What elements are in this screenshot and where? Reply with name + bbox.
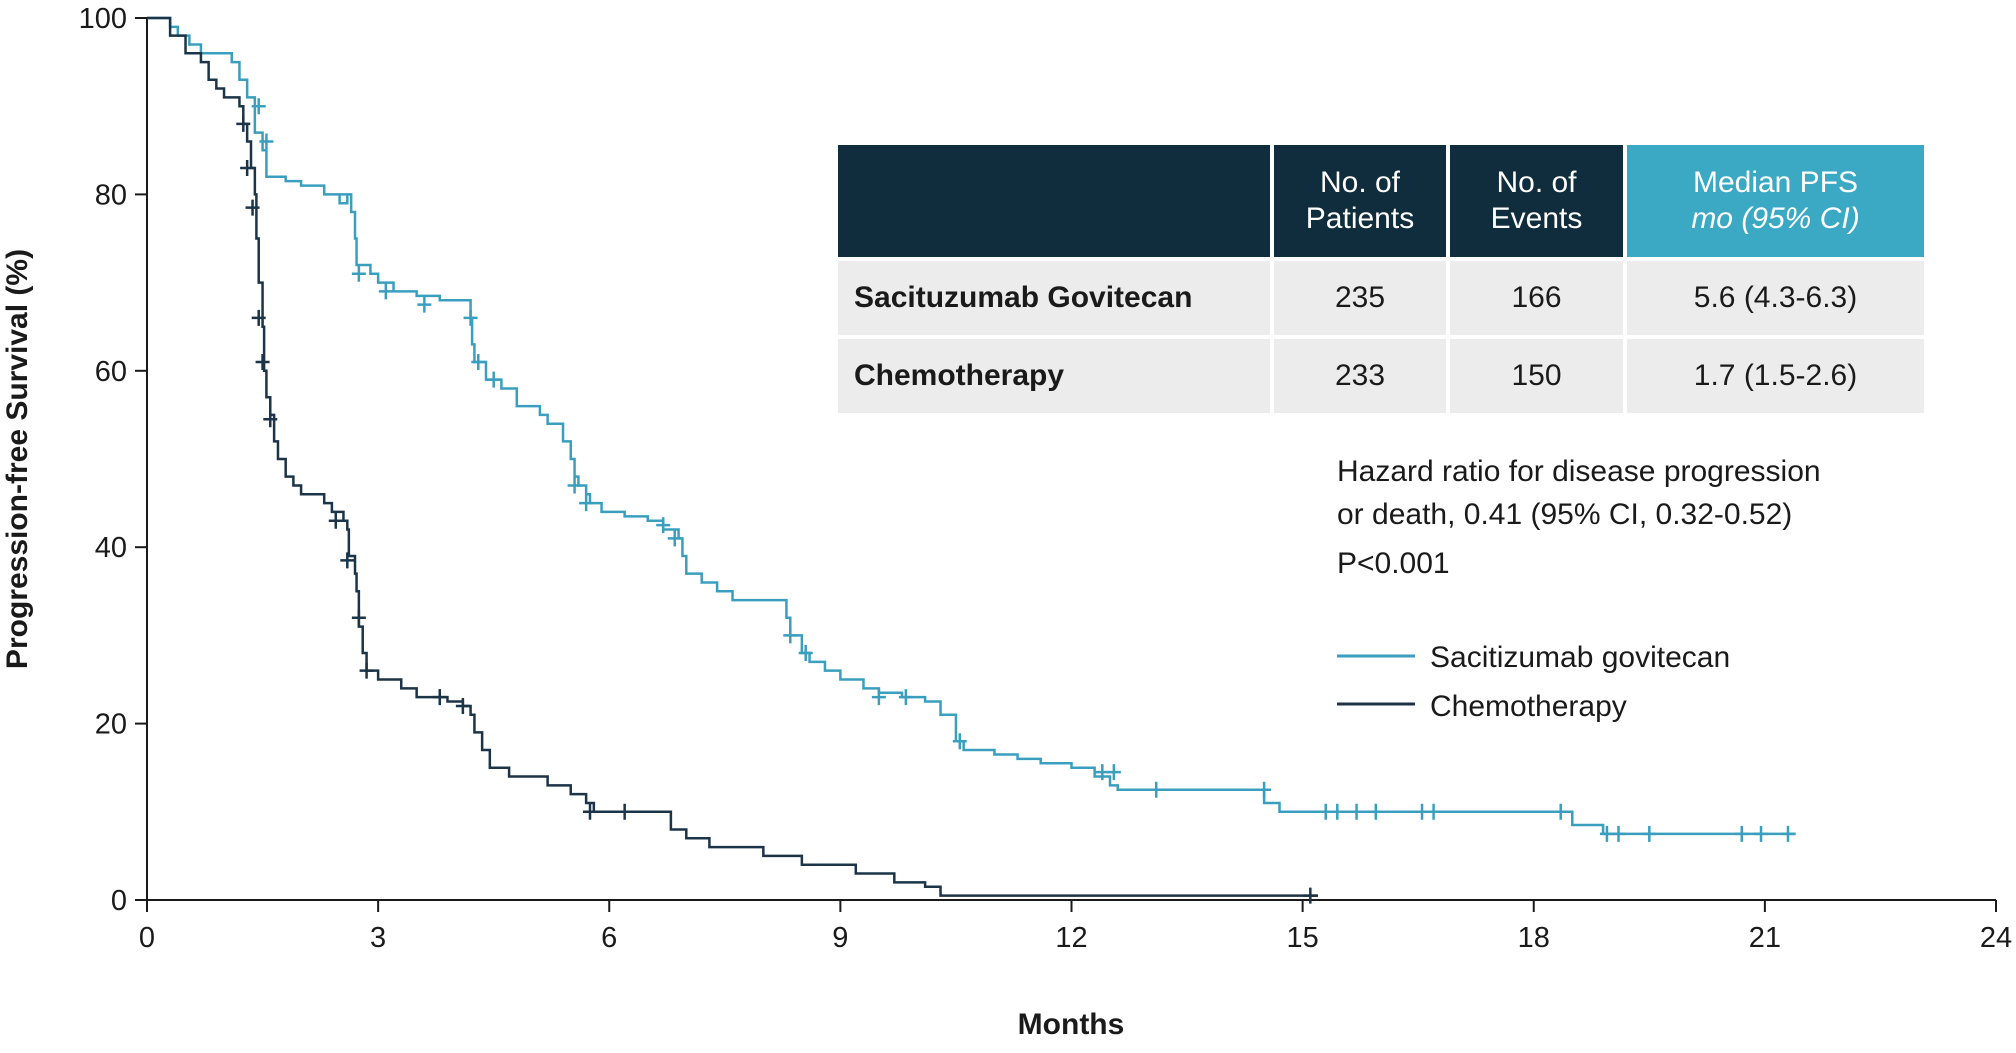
- censor-mark-sacituzumab: [567, 477, 582, 494]
- censor-mark-sacituzumab: [798, 645, 813, 662]
- header-events: No. of Events: [1450, 145, 1623, 257]
- censor-mark-sacituzumab: [1426, 803, 1441, 820]
- y-tick-label: 20: [95, 709, 127, 741]
- censor-mark-chemotherapy: [328, 512, 343, 529]
- censor-mark-chemotherapy: [240, 159, 255, 176]
- censor-mark-chemotherapy: [455, 697, 470, 714]
- censor-mark-chemotherapy: [245, 199, 260, 216]
- table-row: Sacituzumab Govitecan 235 166 5.6 (4.3-6…: [838, 261, 1924, 335]
- censor-mark-sacituzumab: [667, 530, 682, 547]
- y-tick-label: 100: [79, 3, 127, 35]
- table-header-row: No. of Patients No. of Events Median PFS…: [838, 145, 1924, 257]
- censor-mark-sacituzumab: [259, 133, 274, 150]
- y-ticks: 0 20 40 60 80 100: [79, 3, 147, 917]
- censor-mark-chemotherapy: [340, 552, 355, 569]
- header-events-line1: No. of: [1496, 166, 1577, 199]
- row-events: 150: [1450, 339, 1623, 413]
- header-pfs-line1: Median PFS: [1692, 166, 1859, 199]
- header-events-line2: Events: [1490, 202, 1583, 235]
- censor-mark-sacituzumab: [1330, 803, 1345, 820]
- x-axis-title: Months: [1018, 1008, 1125, 1041]
- legend: Sacitizumab govitecan Chemotherapy: [1337, 641, 1730, 723]
- censor-mark-sacituzumab: [1611, 825, 1626, 842]
- x-tick-label: 21: [1749, 922, 1781, 954]
- header-pfs-line2: mo (95% CI): [1691, 202, 1860, 235]
- censor-mark-sacituzumab: [1257, 781, 1272, 798]
- censor-mark-sacituzumab: [1149, 781, 1164, 798]
- summary-table: No. of Patients No. of Events Median PFS…: [834, 141, 1928, 417]
- row-arm: Sacituzumab Govitecan: [838, 261, 1270, 335]
- legend-label-sacituzumab: Sacitizumab govitecan: [1430, 641, 1730, 674]
- header-patients-line1: No. of: [1319, 166, 1401, 199]
- censor-mark-sacituzumab: [1754, 825, 1769, 842]
- y-tick-label: 60: [95, 356, 127, 388]
- censor-mark-chemotherapy: [359, 662, 374, 679]
- x-tick-label: 6: [601, 922, 617, 954]
- censor-mark-sacituzumab: [783, 627, 798, 644]
- x-tick-label: 18: [1518, 922, 1550, 954]
- censor-mark-sacituzumab: [1368, 803, 1383, 820]
- survival-curve-chemotherapy: [147, 16, 1319, 897]
- x-tick-label: 24: [1980, 922, 2012, 954]
- x-tick-label: 0: [139, 922, 155, 954]
- censor-mark-sacituzumab: [579, 495, 594, 512]
- hazard-ratio-annotation: Hazard ratio for disease progression or …: [1337, 455, 1821, 580]
- table-row: Chemotherapy 233 150 1.7 (1.5-2.6): [838, 339, 1924, 413]
- censor-mark-chemotherapy: [236, 115, 251, 132]
- x-tick-label: 12: [1055, 922, 1087, 954]
- row-median-pfs: 5.6 (4.3-6.3): [1627, 261, 1924, 335]
- row-patients: 235: [1274, 261, 1446, 335]
- x-ticks: 0 3 6 9 12 15 18 21 24: [139, 900, 2012, 954]
- censor-mark-sacituzumab: [378, 283, 393, 300]
- header-median-pfs: Median PFS mo (95% CI): [1627, 145, 1924, 257]
- censor-mark-chemotherapy: [263, 411, 278, 428]
- x-tick-label: 9: [832, 922, 848, 954]
- censor-mark-sacituzumab: [417, 296, 432, 313]
- row-median-pfs: 1.7 (1.5-2.6): [1627, 339, 1924, 413]
- censor-mark-sacituzumab: [463, 309, 478, 326]
- row-patients: 233: [1274, 339, 1446, 413]
- censor-mark-chemotherapy: [251, 309, 266, 326]
- censor-mark-chemotherapy: [351, 609, 366, 626]
- censor-mark-sacituzumab: [471, 353, 486, 370]
- legend-label-chemotherapy: Chemotherapy: [1430, 690, 1627, 723]
- censor-mark-sacituzumab: [898, 689, 913, 706]
- y-axis-title: Progression-free Survival (%): [1, 249, 34, 669]
- censor-mark-sacituzumab: [871, 689, 886, 706]
- y-tick-label: 80: [95, 179, 127, 211]
- censor-mark-sacituzumab: [1106, 764, 1121, 781]
- censor-mark-sacituzumab: [1553, 803, 1568, 820]
- annotation-line-1: Hazard ratio for disease progression: [1337, 455, 1821, 488]
- censor-mark-sacituzumab: [1642, 825, 1657, 842]
- censor-mark-sacituzumab: [1734, 825, 1749, 842]
- y-tick-label: 40: [95, 532, 127, 564]
- censor-mark-sacituzumab: [486, 371, 501, 388]
- censor-mark-chemotherapy: [1303, 887, 1318, 904]
- survival-curve-sacituzumab: [147, 16, 1796, 836]
- censor-mark-sacituzumab: [952, 733, 967, 750]
- censor-mark-sacituzumab: [656, 517, 671, 534]
- censor-mark-sacituzumab: [351, 265, 366, 282]
- x-tick-label: 15: [1286, 922, 1318, 954]
- x-tick-label: 3: [370, 922, 386, 954]
- censor-mark-chemotherapy: [582, 803, 597, 820]
- censor-mark-sacituzumab: [1349, 803, 1364, 820]
- censor-mark-chemotherapy: [432, 689, 447, 706]
- censor-mark-sacituzumab: [1780, 825, 1795, 842]
- censor-mark-sacituzumab: [251, 98, 266, 115]
- row-events: 166: [1450, 261, 1623, 335]
- header-patients-line2: Patients: [1305, 202, 1415, 235]
- censor-mark-chemotherapy: [255, 353, 270, 370]
- y-tick-label: 0: [111, 885, 127, 917]
- header-blank: [838, 145, 1270, 257]
- series-layer: [147, 16, 1796, 904]
- row-arm: Chemotherapy: [838, 339, 1270, 413]
- annotation-line-3: P<0.001: [1337, 547, 1450, 580]
- header-patients: No. of Patients: [1274, 145, 1446, 257]
- annotation-line-2: or death, 0.41 (95% CI, 0.32-0.52): [1337, 498, 1792, 531]
- censor-mark-chemotherapy: [617, 803, 632, 820]
